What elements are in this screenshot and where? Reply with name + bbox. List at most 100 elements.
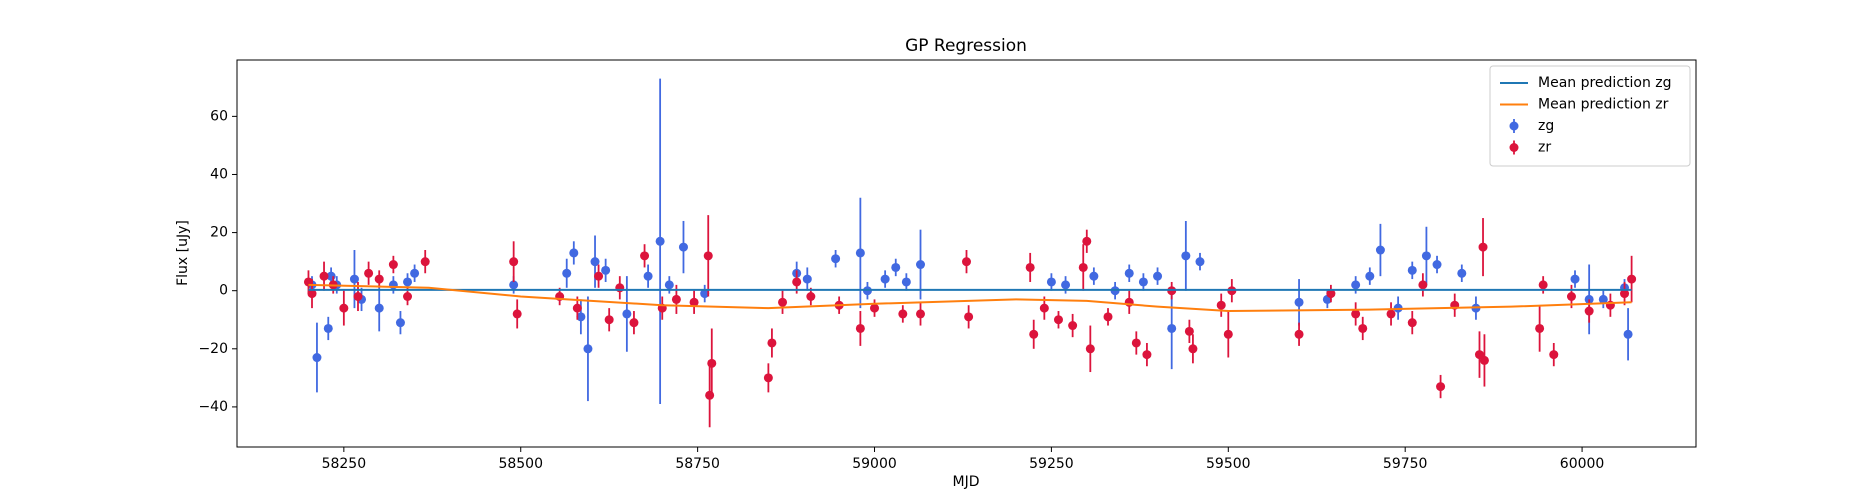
data-point — [640, 251, 650, 261]
data-point — [622, 309, 632, 319]
data-point — [792, 277, 802, 287]
data-point — [1479, 355, 1489, 365]
y-tick-label: −40 — [198, 399, 228, 415]
legend-swatch — [1509, 143, 1519, 152]
data-point — [705, 390, 715, 400]
data-point — [1407, 265, 1417, 275]
data-point — [1351, 309, 1361, 319]
data-point — [1549, 350, 1559, 360]
data-point — [703, 251, 713, 261]
data-point — [1627, 274, 1637, 284]
data-point — [707, 358, 717, 368]
data-point — [1570, 274, 1580, 284]
chart-title: GP Regression — [905, 36, 1027, 56]
x-axis-label: MJD — [953, 474, 980, 490]
legend-label: Mean prediction zr — [1538, 97, 1669, 113]
data-point — [1386, 309, 1396, 319]
data-point — [806, 292, 816, 301]
data-point — [374, 274, 384, 284]
data-point — [901, 277, 911, 287]
data-point — [629, 318, 639, 328]
data-point — [898, 309, 908, 319]
data-point — [916, 309, 926, 319]
data-point — [778, 297, 788, 307]
data-point — [583, 344, 593, 354]
data-point — [802, 274, 812, 284]
data-point — [1365, 271, 1375, 281]
data-point — [319, 271, 329, 281]
data-point — [700, 289, 710, 299]
data-point — [512, 309, 522, 319]
y-tick-label: 20 — [210, 225, 228, 241]
data-point — [1436, 382, 1446, 392]
data-point — [395, 318, 405, 328]
x-tick-label: 58250 — [322, 456, 367, 472]
data-point — [1103, 312, 1113, 322]
data-point — [1535, 323, 1545, 333]
legend-label: Mean prediction zg — [1538, 75, 1672, 91]
legend-label: zg — [1538, 118, 1554, 134]
data-point — [855, 248, 865, 258]
data-point — [664, 280, 674, 290]
data-point — [403, 277, 413, 287]
data-point — [374, 303, 384, 313]
data-point — [562, 268, 572, 278]
data-point — [891, 262, 901, 272]
data-point — [1418, 280, 1428, 290]
data-point — [364, 268, 374, 278]
data-point — [1358, 323, 1368, 333]
x-tick-label: 59750 — [1383, 456, 1428, 472]
x-tick-label: 59500 — [1206, 456, 1251, 472]
data-point — [1407, 318, 1417, 328]
data-point — [831, 254, 841, 264]
data-point — [410, 268, 420, 278]
data-point — [1223, 329, 1233, 339]
data-point — [569, 248, 579, 258]
data-point — [1538, 280, 1548, 290]
data-point — [1195, 257, 1205, 267]
data-point — [964, 312, 974, 322]
legend-swatch — [1509, 121, 1519, 131]
data-point — [1457, 268, 1467, 278]
data-point — [1078, 262, 1088, 272]
data-point — [1432, 260, 1442, 270]
data-point — [655, 236, 665, 246]
data-point — [689, 297, 699, 307]
mean-line — [308, 283, 1632, 313]
data-point — [1566, 292, 1576, 301]
data-point — [1421, 251, 1431, 261]
data-point — [1598, 294, 1608, 304]
data-point — [323, 323, 333, 333]
data-point — [678, 242, 688, 252]
data-point — [615, 283, 625, 293]
data-point — [590, 257, 600, 267]
legend-box — [1489, 65, 1691, 167]
data-point — [420, 257, 430, 267]
data-point — [576, 312, 586, 322]
data-point — [855, 323, 865, 333]
data-point — [403, 292, 413, 301]
data-point — [1584, 306, 1594, 316]
data-point — [1082, 236, 1092, 246]
data-point — [1326, 289, 1336, 299]
data-point — [1623, 329, 1633, 339]
y-axis-label: Flux [uJy] — [175, 220, 191, 286]
x-tick-label: 58750 — [675, 456, 720, 472]
plot-frame — [236, 59, 1697, 448]
data-point — [349, 274, 359, 284]
x-tick-label: 59000 — [852, 456, 897, 472]
data-point — [1142, 350, 1152, 360]
x-tick-label: 60000 — [1560, 456, 1605, 472]
data-point — [1138, 277, 1148, 287]
data-point — [1351, 280, 1361, 290]
data-point — [1124, 268, 1134, 278]
data-point — [1181, 251, 1191, 261]
data-point — [1061, 280, 1071, 290]
data-point — [1053, 315, 1063, 325]
data-point — [916, 260, 926, 270]
data-point — [1188, 344, 1198, 354]
data-point — [1029, 329, 1039, 339]
data-point — [1046, 277, 1056, 287]
data-point — [1184, 326, 1194, 336]
